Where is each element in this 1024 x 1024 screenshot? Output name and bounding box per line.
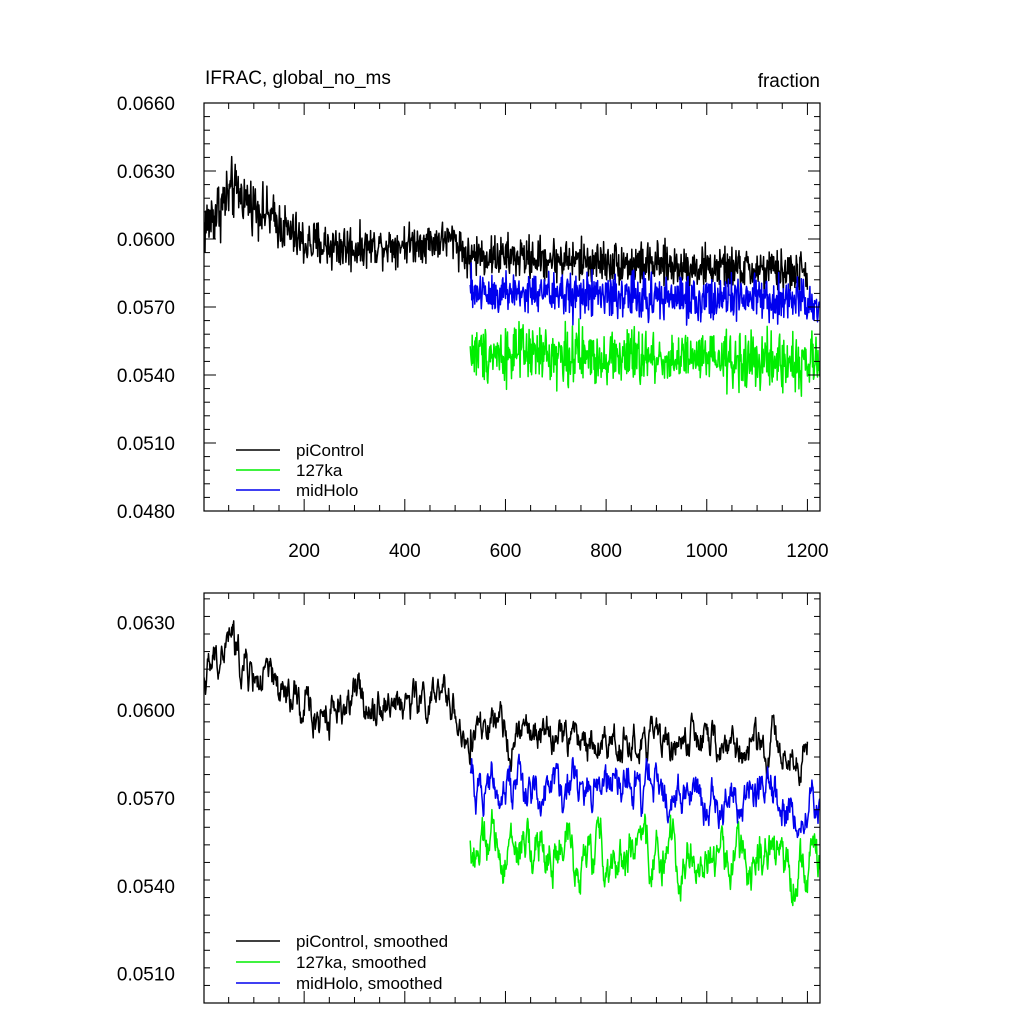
- y-tick-label: 0.0570: [117, 789, 175, 810]
- y-tick-label: 0.0480: [117, 502, 175, 523]
- y-tick-label: 0.0570: [117, 298, 175, 319]
- chart-title: IFRAC, global_no_ms: [205, 68, 391, 89]
- bottom-panel: 0.0510 0.0540 0.0570 0.0600 0.0630 piControl,…: [117, 592, 821, 1004]
- series-line-127ka-smoothed: [469, 808, 820, 907]
- series-line-midholo-smoothed: [469, 753, 820, 839]
- legend-label: 127ka, smoothed: [296, 953, 426, 972]
- units-label: fraction: [758, 71, 820, 92]
- legend-label: 127ka: [296, 461, 343, 480]
- legend-label: piControl, smoothed: [296, 932, 448, 951]
- series-line-127ka: [469, 318, 820, 397]
- y-tick-label: 0.0630: [117, 162, 175, 183]
- plot-frame: [203, 592, 821, 1004]
- top-panel: 0.0480 0.0510 0.0540 0.0570 0.0600 0.0630 0.06…: [117, 94, 829, 562]
- x-tick-label: 1200: [786, 541, 828, 562]
- series-line-midholo: [469, 262, 820, 326]
- legend-label: midHolo, smoothed: [296, 974, 442, 993]
- legend-label: midHolo: [296, 481, 358, 500]
- x-tick-label: 400: [389, 541, 421, 562]
- y-tick-label: 0.0630: [117, 613, 175, 634]
- series-line-picontrol-smoothed: [204, 620, 809, 787]
- y-tick-label: 0.0540: [117, 877, 175, 898]
- y-tick-label: 0.0660: [117, 94, 175, 115]
- x-tick-label: 600: [490, 541, 522, 562]
- x-tick-label: 800: [590, 541, 622, 562]
- y-tick-label: 0.0510: [117, 434, 175, 455]
- x-tick-label: 1000: [686, 541, 728, 562]
- series-line-picontrol: [204, 155, 809, 294]
- y-tick-label: 0.0540: [117, 366, 175, 387]
- y-tick-label: 0.0600: [117, 230, 175, 251]
- x-tick-label: 200: [288, 541, 320, 562]
- y-tick-label: 0.0600: [117, 701, 175, 722]
- y-tick-label: 0.0510: [117, 965, 175, 986]
- legend-label: piControl: [296, 441, 364, 460]
